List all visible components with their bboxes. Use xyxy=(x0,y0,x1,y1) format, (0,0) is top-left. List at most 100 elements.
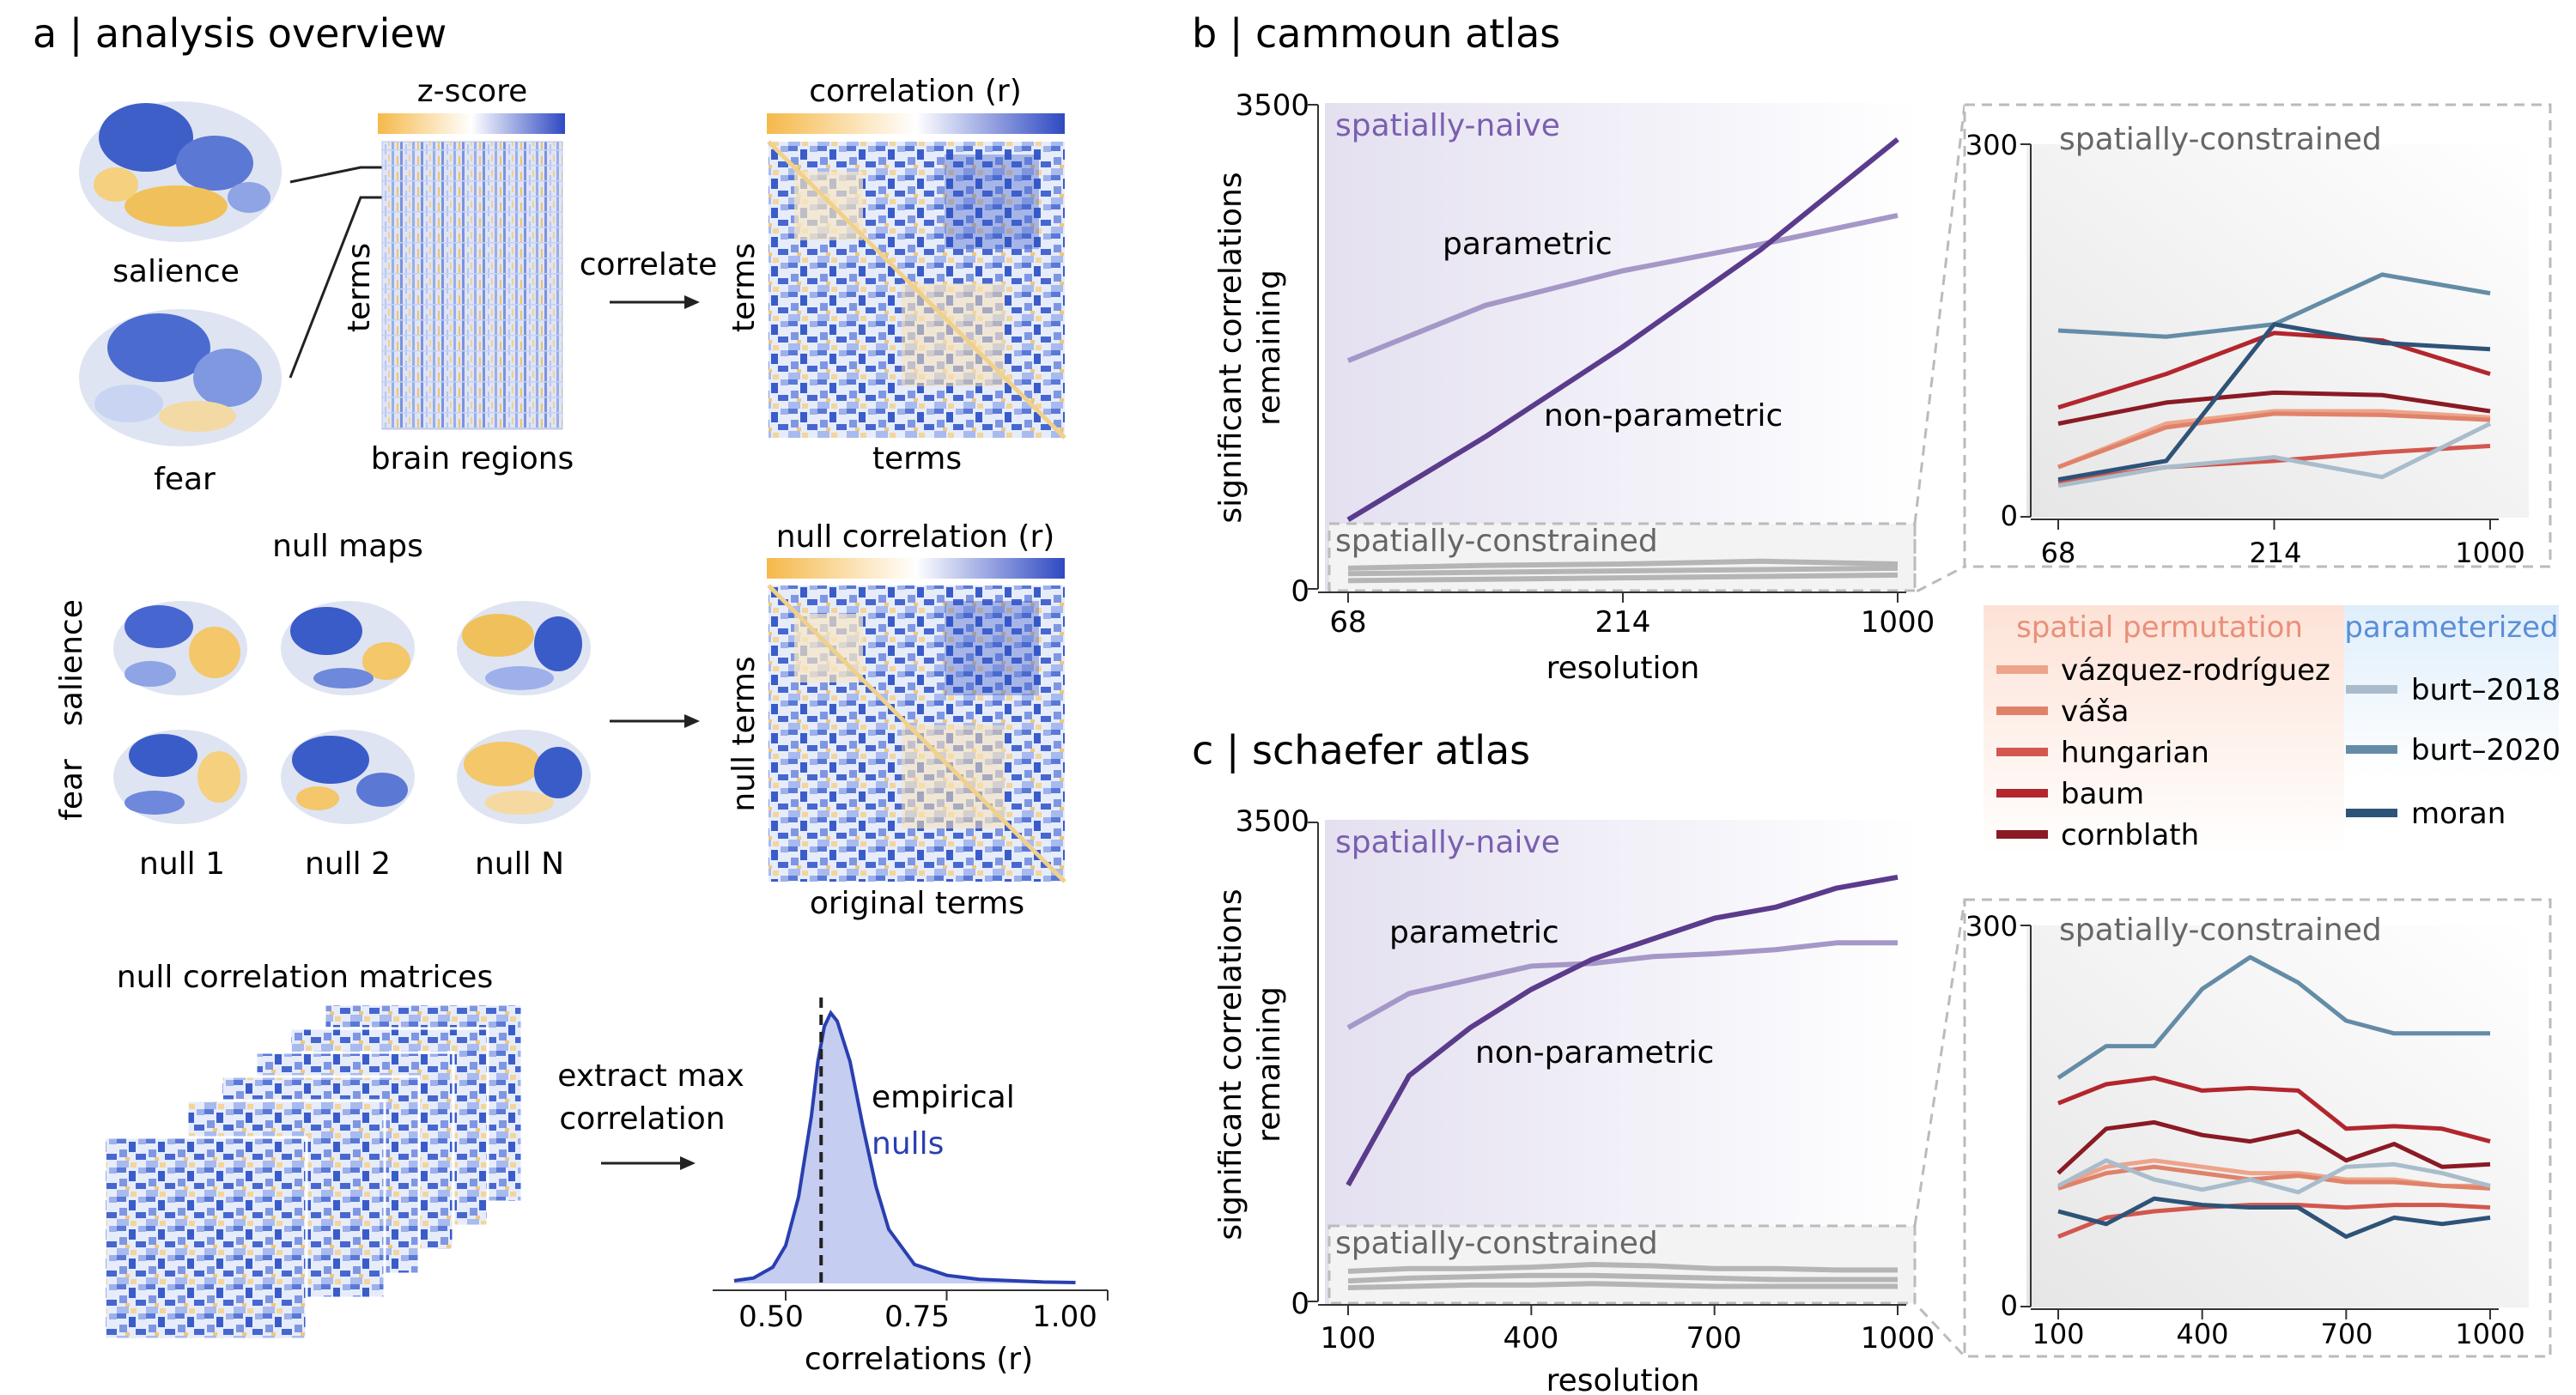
null-brain-icon xyxy=(281,730,415,824)
series-line-non-parametric xyxy=(1346,874,1899,1186)
panel-b-title: b | cammoun atlas xyxy=(1192,10,1560,58)
inset-xtick-b: 214 xyxy=(2249,537,2301,569)
null-brain-icon xyxy=(281,601,415,695)
null-maps-title: null maps xyxy=(272,529,423,564)
constrained-series-line xyxy=(1347,1281,1898,1291)
legend-item-moran: moran xyxy=(2411,797,2506,831)
arrow-icon xyxy=(610,714,700,728)
arrow-icon xyxy=(601,1156,696,1170)
hist-tick-label: 0.50 xyxy=(738,1300,804,1334)
xtick-c: 1000 xyxy=(1861,1321,1935,1356)
original-terms-label: original terms xyxy=(810,886,1024,921)
null-correlation-label: null correlation (r) xyxy=(776,519,1055,555)
null-correlation-colorbar xyxy=(767,558,1065,579)
correlation-matrix xyxy=(767,140,1066,440)
cammoun-main-plot xyxy=(1308,104,1906,603)
xtick-c: 700 xyxy=(1686,1321,1742,1356)
inset-ytick-b: 300 xyxy=(1965,129,2018,161)
ytick-c-bottom: 0 xyxy=(1291,1287,1309,1321)
xtick-c: 100 xyxy=(1321,1321,1376,1356)
series-line-burt-2020 xyxy=(2057,955,2490,1080)
matrix-stack xyxy=(103,1003,524,1341)
constrained-series-line xyxy=(1347,1272,1898,1284)
inset-ytick-b: 0 xyxy=(2001,500,2018,532)
zscore-colorbar xyxy=(378,113,565,134)
schaefer-main-plot xyxy=(1308,822,1906,1315)
inset-title-b: spatially-constrained xyxy=(2059,122,2382,157)
hist-tick-label: 1.00 xyxy=(1032,1300,1097,1334)
null1-label: null 1 xyxy=(139,846,225,882)
ylabel-b-line1: significant correlations xyxy=(1213,172,1249,523)
extract-label-2: correlation xyxy=(559,1101,725,1137)
label-salience: salience xyxy=(112,254,240,289)
xtick-c: 400 xyxy=(1504,1321,1559,1356)
hist-xlabel: correlations (r) xyxy=(805,1342,1033,1377)
xlabel-b: resolution xyxy=(1546,651,1700,686)
legend-permutation-bg xyxy=(1984,605,2344,854)
brain-salience-icon xyxy=(79,101,282,242)
series-line-parametric xyxy=(1346,940,1898,1030)
spatially-constrained-label-c: spatially-constrained xyxy=(1335,1226,1658,1261)
legend-item-baum: baum xyxy=(2061,777,2144,811)
inset-xtick-c: 700 xyxy=(2320,1318,2372,1350)
ylabel-c-line1: significant correlations xyxy=(1213,889,1249,1240)
correlate-label: correlate xyxy=(580,247,717,282)
terms-axis-label: terms xyxy=(342,243,377,332)
terms-y-label: terms xyxy=(726,243,762,332)
constrained-series-line xyxy=(1347,1261,1898,1274)
spatially-naive-label-c: spatially-naive xyxy=(1335,825,1560,860)
series-line-cornblath xyxy=(2057,1119,2491,1175)
inset-ytick-c: 300 xyxy=(1965,910,2018,943)
spatially-constrained-label-b: spatially-constrained xyxy=(1335,524,1658,559)
null-matrices-title: null correlation matrices xyxy=(117,960,493,995)
null-brain-icon xyxy=(113,601,247,695)
series-line-baum xyxy=(2057,1076,2491,1144)
correlation-colorbar xyxy=(767,113,1065,134)
arrow-icon xyxy=(610,295,700,309)
label-fear: fear xyxy=(154,462,216,497)
inset-title-c: spatially-constrained xyxy=(2059,913,2382,948)
inset-background-c xyxy=(2026,925,2529,1307)
null-brain-icon xyxy=(457,601,591,695)
null2-label: null 2 xyxy=(305,846,391,882)
schaefer-inset-plot xyxy=(2020,925,2499,1319)
null-distribution-line xyxy=(733,1010,1076,1285)
hist-tick-label: 0.75 xyxy=(884,1300,950,1334)
inset-xtick-c: 400 xyxy=(2176,1318,2228,1350)
series-line-cornblath xyxy=(2057,390,2491,426)
legend-group-parameterized: parameterized xyxy=(2344,610,2558,645)
inset-xtick-b: 68 xyxy=(2041,537,2076,569)
constrained-series-line xyxy=(1347,565,1899,577)
constrained-series-line xyxy=(1347,572,1899,584)
null-correlation-matrix xyxy=(767,584,1066,883)
inset-ytick-c: 0 xyxy=(2001,1289,2018,1322)
null-distribution-area xyxy=(734,1013,1076,1283)
correlation-label: correlation (r) xyxy=(809,74,1022,109)
parametric-label-c: parametric xyxy=(1389,915,1559,950)
legend-item-vazquez: vázquez-rodríguez xyxy=(2061,653,2330,688)
xtick-b: 1000 xyxy=(1861,605,1935,640)
series-line-moran xyxy=(2057,1196,2491,1240)
legend-item-burt2020: burt–2020 xyxy=(2411,733,2561,767)
series-line-burt-2018 xyxy=(2057,1158,2491,1195)
xtick-b: 68 xyxy=(1329,605,1366,640)
nulls-label: nulls xyxy=(872,1126,944,1161)
panel-a-title: a | analysis overview xyxy=(33,10,447,58)
series-line-moran xyxy=(2057,322,2491,482)
cammoun-inset-plot xyxy=(2020,143,2499,530)
series-line-v-zquez-rodr-guez xyxy=(2057,409,2491,470)
parametric-label-b: parametric xyxy=(1443,227,1613,262)
legend-item-burt2018: burt–2018 xyxy=(2411,673,2561,707)
null-row-salience: salience xyxy=(54,599,89,726)
null-row-fear: fear xyxy=(54,759,89,821)
connector-line xyxy=(289,166,397,184)
xtick-b: 214 xyxy=(1595,605,1651,640)
series-line-non-parametric xyxy=(1346,136,1899,522)
inset-background-b xyxy=(2026,144,2529,518)
ylabel-b-line2: remaining xyxy=(1252,270,1287,426)
non-parametric-label-c: non-parametric xyxy=(1475,1035,1714,1071)
inset-xtick-c: 1000 xyxy=(2455,1318,2524,1350)
non-parametric-label-b: non-parametric xyxy=(1544,398,1783,434)
series-line-parametric xyxy=(1346,212,1899,363)
null-brain-icon xyxy=(457,730,591,824)
